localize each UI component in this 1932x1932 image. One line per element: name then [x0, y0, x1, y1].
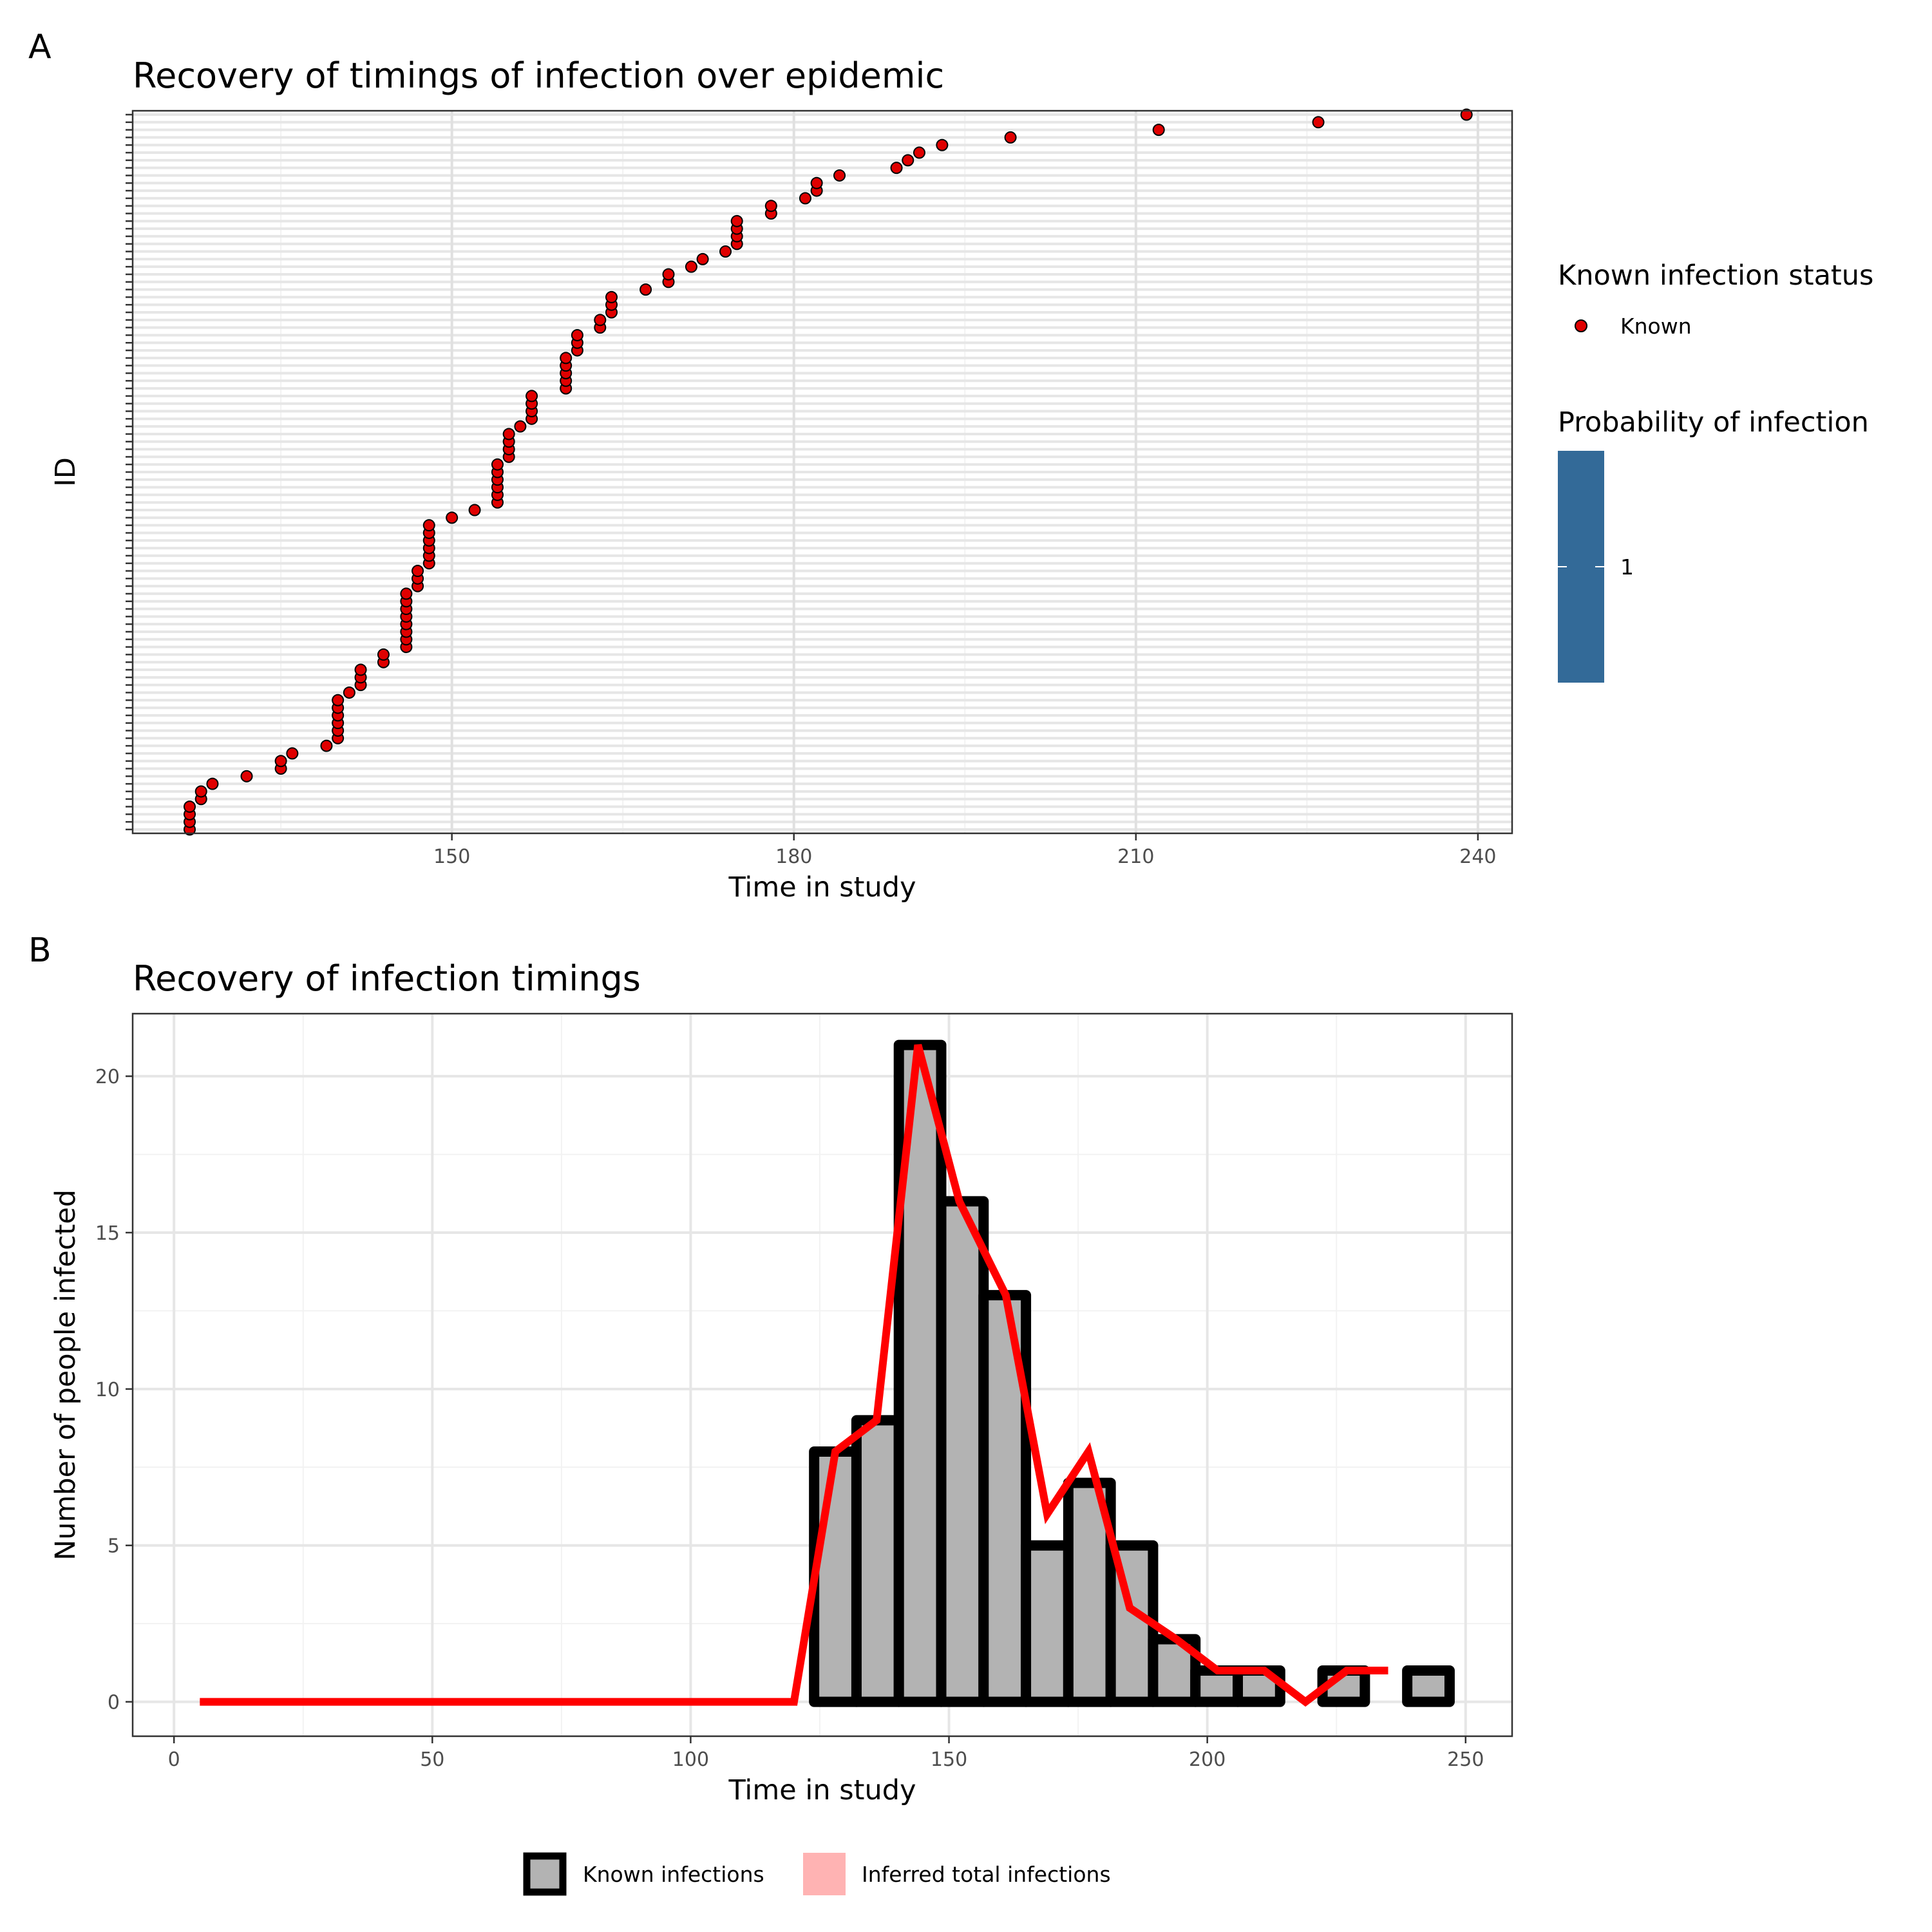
panel-a-point [206, 777, 219, 790]
known-infections-bar [1190, 1665, 1244, 1707]
panel-a-point [320, 739, 333, 752]
legend-status-label: Known [1620, 314, 1692, 339]
legend-inferred-label: Inferred total infections [862, 1862, 1111, 1887]
panel-a-point [730, 214, 743, 227]
panel-a-point [833, 169, 846, 182]
panel-b-x-tick-label: 100 [672, 1748, 709, 1771]
panel-b-x-axis-title: Time in study [728, 1774, 916, 1806]
panel-b-x-ticks: 0 50 100 150 200 250 [168, 1736, 1484, 1771]
panel-a-x-tick-label: 210 [1117, 846, 1154, 868]
panel-a-point [343, 686, 355, 699]
panel-b-y-tick-label: 20 [95, 1066, 120, 1088]
legend-known-key [523, 1852, 567, 1896]
panel-b-tag: B [28, 931, 52, 970]
panel-a-x-axis-title: Time in study [728, 871, 916, 904]
panel-a-x-tick-label: 240 [1459, 846, 1496, 868]
panel-a-point [719, 245, 732, 258]
panel-a-point [274, 755, 287, 768]
panel-a-point [194, 785, 207, 798]
panel-a-point [571, 328, 583, 341]
legend-status-title: Known infection status [1558, 260, 1873, 292]
panel-a-point [799, 192, 811, 205]
panel-a-point [377, 648, 390, 661]
panel-a-point [913, 146, 925, 159]
inferred-infections-line [200, 1044, 1388, 1707]
panel-b-border [131, 1012, 1513, 1738]
panel-b-title: Recovery of infection timings [133, 958, 641, 999]
known-infections-bar [851, 1415, 904, 1707]
panel-b-y-tick-label: 10 [95, 1379, 120, 1401]
legend-prob-tick-label: 1 [1620, 554, 1634, 580]
panel-a-tag: A [28, 28, 52, 66]
known-infections-bar [936, 1196, 989, 1707]
panel-a-point [605, 290, 618, 303]
panel-a-point [1460, 108, 1473, 121]
panel-b-x-tick-label: 200 [1189, 1748, 1226, 1771]
panel-a-x-tick-label: 180 [775, 846, 812, 868]
panel-a-point [514, 420, 527, 433]
known-infections-bar [809, 1446, 862, 1707]
panel-a-point [764, 200, 777, 213]
panel-a-point [400, 587, 413, 600]
panel-b-x-tick-label: 0 [168, 1748, 180, 1771]
panel-a-point [412, 565, 424, 578]
panel-b-x-tick-label: 150 [931, 1748, 967, 1771]
panel-a-point [286, 747, 299, 760]
legend-status-marker [1575, 319, 1587, 332]
panel-a-point [1004, 131, 1017, 144]
panel-a-point [446, 511, 459, 524]
panel-a-point [422, 519, 435, 532]
panel-b-x-tick-label: 50 [420, 1748, 444, 1771]
panel-b-y-axis-title: Number of people infected [50, 1189, 82, 1560]
panel-a-point [526, 390, 538, 402]
panel-a-point [502, 428, 515, 440]
known-infections-bar [1021, 1540, 1074, 1707]
panel-a-title: Recovery of timings of infection over ep… [133, 55, 944, 96]
panel-a-point [184, 800, 196, 813]
panel-a-grid [133, 111, 1512, 833]
panel-a-point [468, 504, 481, 516]
panel-a-point [1152, 124, 1165, 137]
panel-a-point [491, 458, 504, 471]
panel-a-x-tick-label: 150 [433, 846, 470, 868]
panel-a-point [890, 162, 903, 175]
panel-a-point [685, 260, 697, 273]
panel-a-point [354, 663, 367, 676]
known-infections-bar [1402, 1665, 1455, 1707]
panel-a-point [662, 268, 675, 281]
panel-a-point [240, 770, 253, 782]
panel-a-point [332, 694, 345, 706]
panel-b-y-tick-label: 5 [108, 1535, 120, 1558]
panel-a-y-axis-title: ID [50, 457, 82, 487]
panel-a-point [696, 252, 709, 265]
panel-a-point [594, 314, 607, 327]
panel-b-x-tick-label: 250 [1447, 1748, 1484, 1771]
panel-a-point [810, 176, 823, 189]
legend-known-label: Known infections [583, 1862, 764, 1887]
panel-a-point [936, 138, 949, 151]
legend-prob-title: Probability of infection [1558, 406, 1869, 439]
panel-a-point [639, 283, 652, 296]
panel-b-y-tick-label: 0 [108, 1692, 120, 1714]
panel-b-y-ticks: 0 5 10 15 20 [95, 1066, 133, 1714]
panel-b-y-tick-label: 15 [95, 1222, 120, 1245]
panel-a-point [902, 154, 914, 167]
panel-a-points [184, 108, 1473, 836]
panel-a-point [1312, 116, 1325, 129]
legend-inferred-key [803, 1853, 846, 1895]
panel-a-y-ticks [126, 113, 133, 831]
panel-a-point [560, 352, 573, 365]
panel-a-x-ticks: 150 180 210 240 [433, 833, 1497, 868]
